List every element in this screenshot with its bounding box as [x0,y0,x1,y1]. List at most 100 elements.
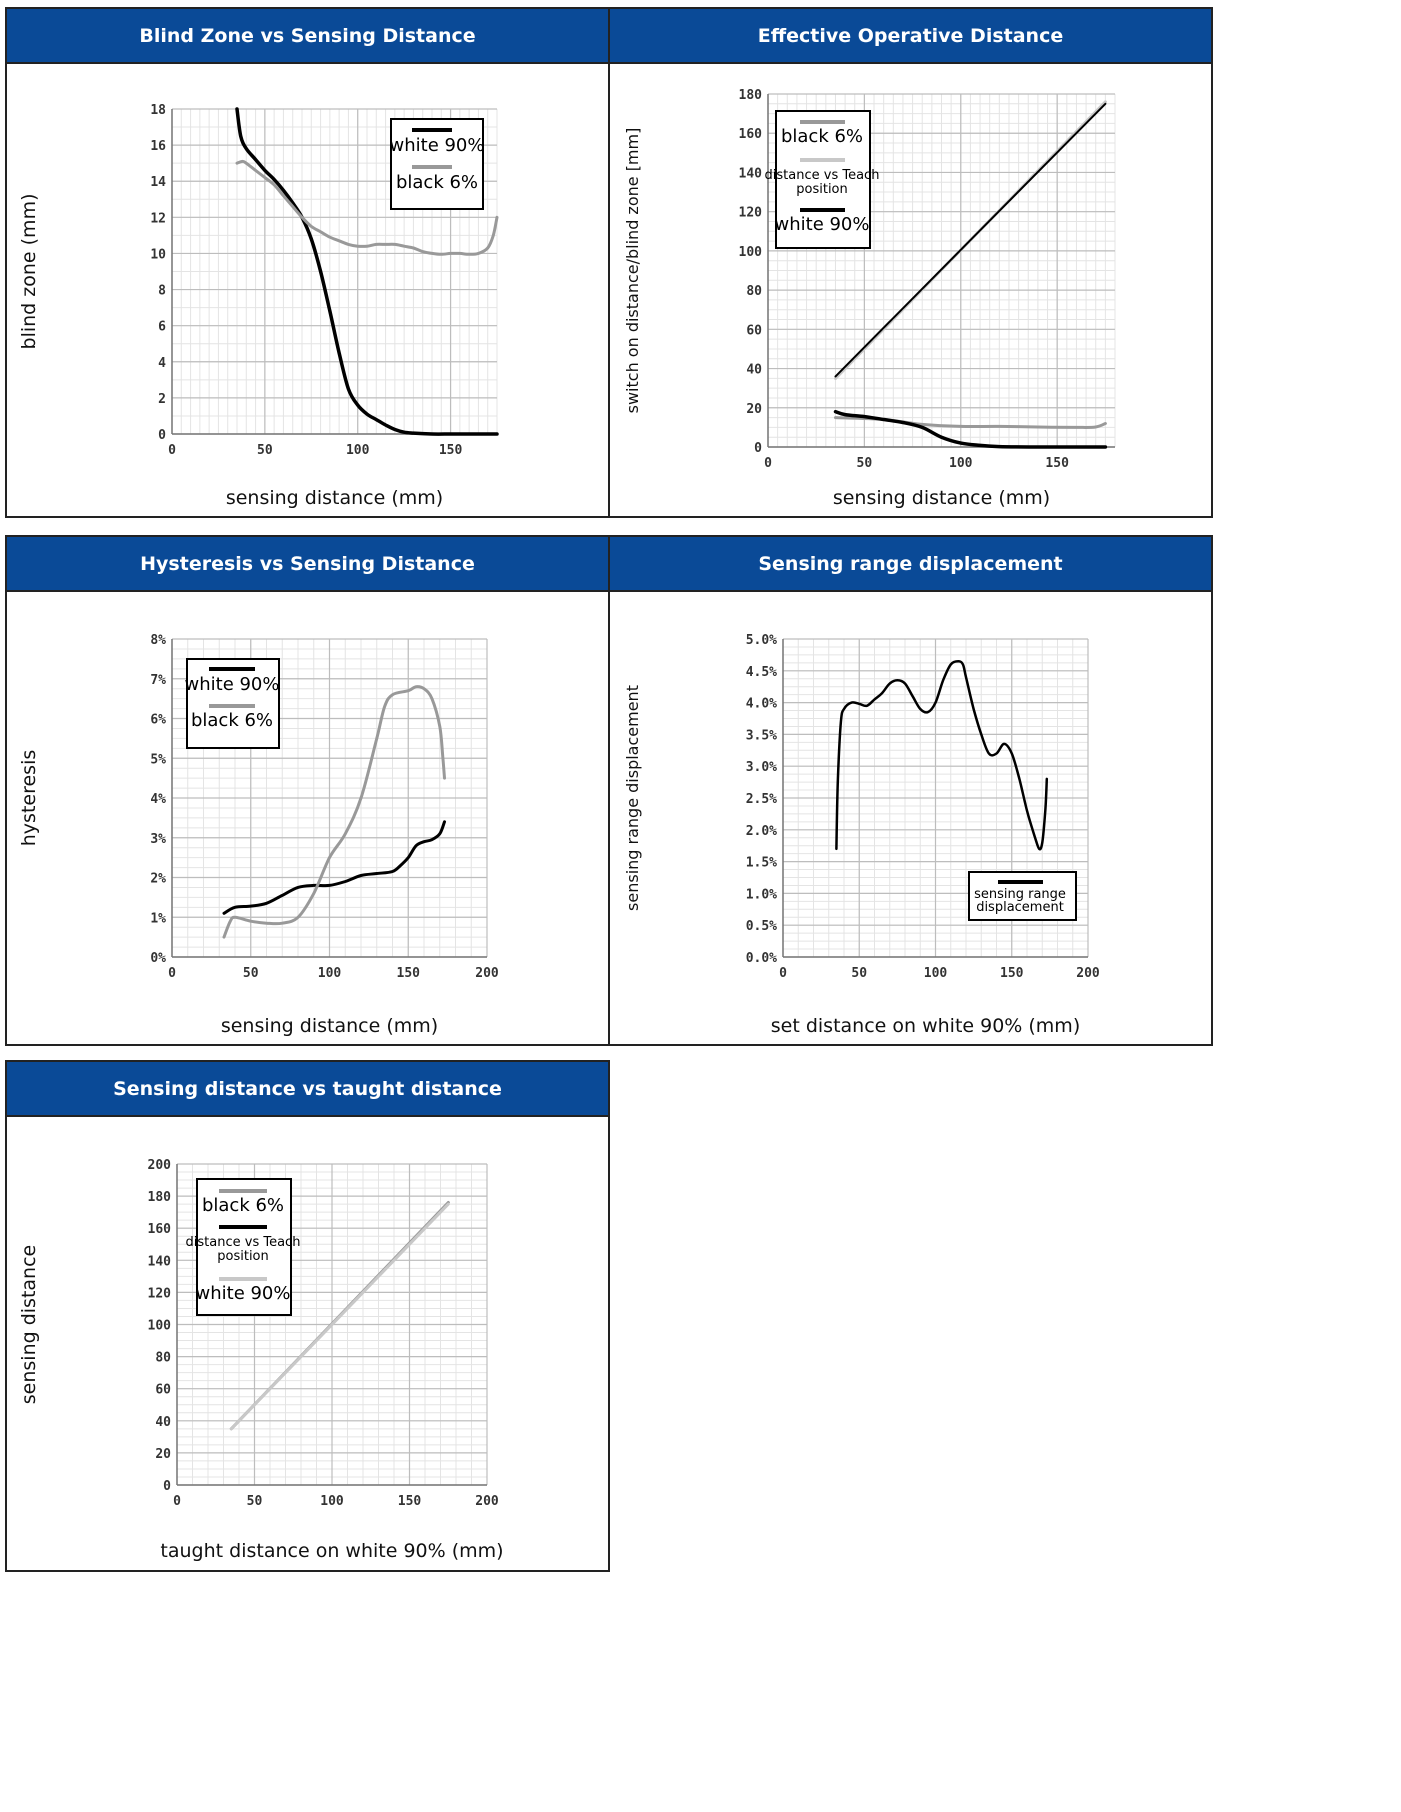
chart-body: 0 50 100 150 200 0.0% 0.5% 1.0% 1.5% 2.0% 2.5% 3.0%… [610,590,1211,1044]
chart-svg: 0 50 100 150 0 2 4 6 8 10 12 14 16 18 sensing distance… [7,64,608,518]
legend-label: distance vs Teach [186,1235,301,1250]
y-tick-label: 80 [155,1351,171,1366]
y-tick-label: 4.5% [746,665,777,680]
y-tick-label: 60 [155,1383,171,1398]
y-tick-label: 2.5% [746,792,777,807]
y-axis-title: hysteresis [18,750,40,846]
legend-box [187,659,279,748]
chart-panel-effective-operative-distance: Effective Operative Distance 0 50 100 150 0 2… [608,7,1213,518]
chart-title: Sensing distance vs taught distance [7,1062,608,1115]
legend: black 6% distance vs Teachposition white 9… [186,1179,301,1315]
chart-title: Sensing range displacement [610,537,1211,590]
legend: sensing rangedisplacement [969,872,1076,920]
x-axis-title: sensing distance (mm) [833,487,1050,509]
x-tick-label: 200 [1076,966,1100,981]
x-tick-label: 150 [398,1494,422,1509]
x-axis-title: sensing distance (mm) [226,487,443,509]
y-tick-label: 4 [158,356,166,371]
legend-label: position [217,1249,269,1264]
legend: white 90%black 6% [390,119,485,209]
y-tick-label: 3% [150,832,166,847]
y-tick-label: 4% [150,792,166,807]
x-tick-label: 0 [168,443,176,458]
y-axis-title: sensing range displacement [623,685,642,911]
legend: white 90%black 6% [185,659,280,748]
x-tick-label: 50 [851,966,867,981]
legend-label: white 90% [775,214,870,235]
x-tick-label: 100 [924,966,948,981]
x-tick-label: 50 [257,443,273,458]
y-tick-label: 100 [739,245,763,260]
y-tick-label: 200 [148,1158,172,1173]
legend-label: white 90% [390,135,485,156]
x-tick-label: 150 [439,443,463,458]
y-tick-label: 40 [746,363,762,378]
y-tick-label: 12 [150,211,166,226]
y-tick-label: 180 [739,88,763,103]
y-tick-label: 8% [150,633,166,648]
y-tick-label: 3.0% [746,760,777,775]
y-tick-label: 100 [148,1319,172,1334]
x-tick-label: 0 [168,966,176,981]
y-tick-label: 120 [148,1286,172,1301]
x-tick-label: 50 [857,456,873,471]
y-tick-label: 20 [746,402,762,417]
y-tick-label: 6 [158,320,166,335]
x-tick-label: 200 [475,966,499,981]
chart-svg: 0 50 100 150 2000%1%2%3%4%5%6%7%8%sensing di… [7,592,608,1046]
y-tick-label: 2.0% [746,824,777,839]
legend-label: position [796,182,848,197]
chart-panel-sensing-range-displacement: Sensing range displacement 0 50 100 150 200 0… [608,535,1213,1046]
y-tick-label: 0 [158,428,166,443]
y-tick-label: 0 [163,1479,171,1494]
y-tick-label: 140 [739,166,763,181]
x-axis-title: taught distance on white 90% (mm) [160,1540,503,1562]
y-tick-label: 80 [746,284,762,299]
y-tick-label: 0 [754,441,762,456]
legend-label: white 90% [196,1283,291,1304]
chart-title: Hysteresis vs Sensing Distance [7,537,608,590]
y-tick-label: 6% [150,713,166,728]
y-tick-label: 0.5% [746,919,777,934]
chart-svg: 0 50 100 150020406080100120140160180sensing… [610,64,1211,518]
chart-body: 0 50 100 150 200 0% 1% 2% 3% 4% 5% 6% 7% 8% sensing di… [7,590,608,1044]
chart-body: 0 50 100 150 0 20 40 60 80 100 120 140 160 180 sensing… [610,62,1211,516]
legend-label: black 6% [781,126,863,147]
y-tick-label: 160 [148,1222,172,1237]
y-tick-label: 5% [150,752,166,767]
y-tick-label: 7% [150,673,166,688]
x-tick-label: 150 [397,966,421,981]
y-tick-label: 10 [150,247,166,262]
chart-panel-blind-zone: Blind Zone vs Sensing Distance 0 50 100 150… [5,7,610,518]
x-tick-label: 100 [320,1494,344,1509]
y-tick-label: 4.0% [746,697,777,712]
x-tick-label: 150 [1045,456,1069,471]
legend-label: white 90% [185,674,280,695]
x-tick-label: 100 [346,443,370,458]
y-tick-label: 0.0% [746,951,777,966]
x-tick-label: 50 [243,966,259,981]
chart-body: 0 50 100 150 200 0 20 40 60 80 100 120 140 160 180 200 t… [7,1115,608,1570]
chart-title: Effective Operative Distance [610,9,1211,62]
y-tick-label: 3.5% [746,728,777,743]
y-tick-label: 18 [150,103,166,118]
x-tick-label: 0 [764,456,772,471]
x-tick-label: 0 [779,966,787,981]
y-tick-label: 14 [150,175,166,190]
chart-panel-hysteresis: Hysteresis vs Sensing Distance 0 50 100 150… [5,535,610,1046]
x-tick-label: 150 [1000,966,1024,981]
y-axis-title: blind zone (mm) [18,194,40,350]
x-axis-title: set distance on white 90% (mm) [771,1015,1080,1037]
y-tick-label: 5.0% [746,633,777,648]
chart-svg: 0 50 100 150 2000.0%0.5%1.0%1.5%2.0%2.5%3.0%… [610,592,1211,1046]
x-tick-label: 100 [949,456,973,471]
x-tick-label: 50 [247,1494,263,1509]
y-tick-label: 180 [148,1190,172,1205]
y-tick-label: 120 [739,206,763,221]
y-tick-label: 2 [158,392,166,407]
y-tick-label: 1% [150,911,166,926]
series-line [836,661,1046,849]
legend-label: black 6% [202,1195,284,1216]
y-tick-label: 1.0% [746,887,777,902]
